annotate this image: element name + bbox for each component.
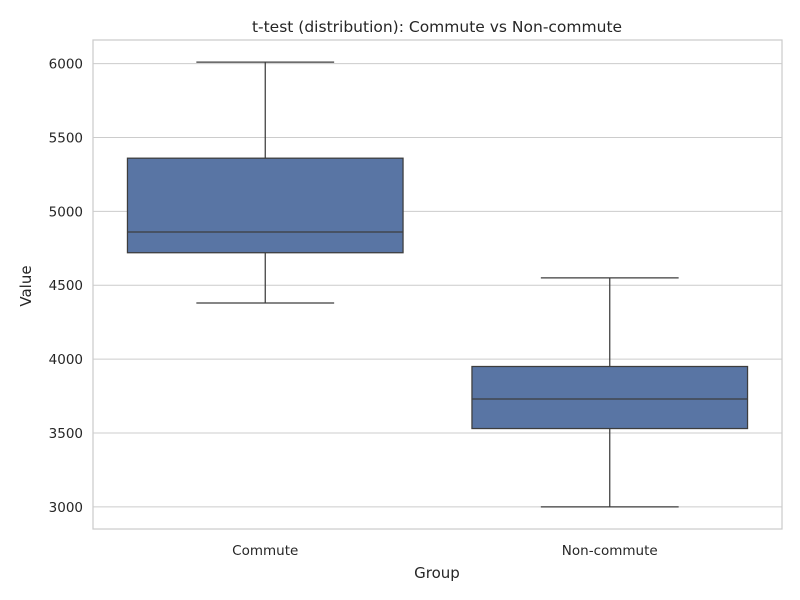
box-group bbox=[471, 277, 749, 508]
y-tick-label: 5000 bbox=[49, 204, 83, 220]
x-tick-label: Non-commute bbox=[562, 543, 658, 559]
y-tick-label: 5500 bbox=[49, 131, 83, 147]
box-iqr bbox=[126, 157, 404, 254]
box-iqr bbox=[471, 365, 749, 430]
x-tick-label: Commute bbox=[232, 543, 298, 559]
box-layer bbox=[126, 61, 749, 508]
y-tick-label: 3500 bbox=[49, 426, 83, 442]
y-tick-label: 4500 bbox=[49, 278, 83, 294]
y-tick-labels: 3000 3500 4000 4500 5000 5500 6000 bbox=[49, 57, 83, 516]
plot-frame bbox=[92, 39, 783, 530]
y-tick-label: 4000 bbox=[49, 352, 83, 368]
x-tick-labels: Commute Non-commute bbox=[232, 543, 658, 559]
y-tick-label: 6000 bbox=[49, 57, 83, 73]
chart-title: t-test (distribution): Commute vs Non-co… bbox=[252, 18, 622, 36]
y-tick-label: 3000 bbox=[49, 500, 83, 516]
y-axis-title: Value bbox=[17, 265, 35, 306]
x-axis-title: Group bbox=[414, 564, 460, 582]
box-group bbox=[126, 61, 404, 304]
